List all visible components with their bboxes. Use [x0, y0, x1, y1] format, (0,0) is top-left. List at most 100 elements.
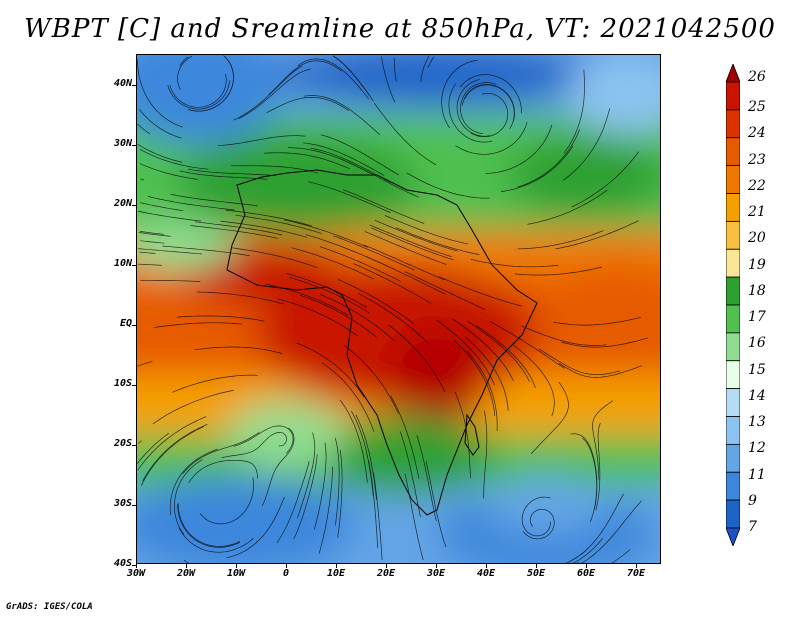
- streamline: [303, 142, 385, 176]
- streamline: [595, 422, 601, 511]
- streamline: [404, 271, 485, 310]
- lon-tick: [336, 564, 337, 568]
- streamline: [266, 96, 349, 114]
- colorbar-level-label: 22: [748, 177, 766, 194]
- streamline: [483, 410, 488, 499]
- hot-core-congo: [387, 325, 487, 425]
- streamline: [388, 324, 446, 393]
- streamline: [352, 263, 432, 304]
- streamline: [284, 219, 368, 248]
- lat-label: 10N: [113, 258, 132, 269]
- colorbar-top-arrow: [726, 64, 740, 83]
- lat-label: 20S: [113, 438, 132, 449]
- streamline: [521, 325, 607, 346]
- streamline: [232, 247, 318, 269]
- cool-mediterranean: [277, 55, 597, 105]
- streamline: [138, 232, 171, 237]
- streamline: [455, 122, 528, 155]
- lat-label: EQ: [119, 318, 132, 329]
- colorbar-segment: [726, 499, 740, 529]
- lat-label: 20N: [113, 198, 132, 209]
- streamline: [190, 225, 278, 239]
- lon-tick: [436, 564, 437, 568]
- streamline: [140, 202, 184, 212]
- lon-label: 10E: [326, 568, 346, 579]
- streamline: [373, 102, 437, 166]
- streamline: [395, 227, 480, 255]
- streamline: [291, 247, 374, 280]
- colorbar-segment: [726, 471, 740, 501]
- streamline: [470, 259, 559, 268]
- streamline: [460, 82, 497, 134]
- streamline: [188, 459, 259, 483]
- colorbar-segment: [726, 360, 740, 390]
- green-atlantic-tropics: [137, 220, 237, 270]
- streamline: [517, 129, 581, 188]
- streamline: [363, 244, 445, 281]
- streamline: [140, 426, 204, 486]
- streamline: [142, 423, 208, 482]
- grads-credit: GrADS: IGES/COLA: [6, 602, 93, 612]
- lat-label: 30N: [113, 138, 132, 149]
- streamline: [466, 320, 530, 382]
- streamline: [177, 504, 240, 548]
- lat-label: 30S: [113, 498, 132, 509]
- africa-coastline: [226, 169, 538, 516]
- streamline: [517, 230, 604, 250]
- streamline: [187, 56, 234, 112]
- streamline: [514, 266, 603, 276]
- lat-tick: [132, 325, 136, 326]
- streamline: [530, 381, 569, 455]
- streamline: [167, 80, 230, 110]
- streamline: [140, 178, 145, 181]
- streamline: [221, 432, 288, 458]
- green-arabia: [507, 135, 660, 215]
- streamline: [441, 59, 478, 129]
- streamline: [139, 163, 198, 180]
- streamline: [293, 454, 318, 540]
- streamline: [138, 440, 142, 444]
- streamline: [318, 466, 333, 554]
- colorbar-segment: [726, 388, 740, 417]
- streamline: [177, 55, 193, 91]
- streamline: [332, 55, 369, 94]
- streamline: [139, 148, 209, 170]
- streamline: [152, 390, 234, 425]
- colorbar-level-label: 13: [748, 414, 766, 431]
- streamline: [337, 279, 415, 325]
- streamline: [572, 538, 603, 563]
- streamline: [140, 240, 165, 244]
- streamline: [381, 56, 396, 103]
- colorbar-level-label: 16: [748, 335, 766, 352]
- streamline: [373, 472, 383, 561]
- lon-tick: [236, 564, 237, 568]
- colorbar-segment: [726, 304, 740, 334]
- streamline: [368, 460, 379, 549]
- colorbar-segment: [726, 276, 740, 306]
- lon-label: 0: [282, 568, 290, 579]
- streamline: [553, 317, 641, 326]
- streamline: [220, 220, 307, 238]
- colorbar-segment: [726, 443, 740, 473]
- streamline: [339, 399, 368, 483]
- streamline: [162, 245, 251, 257]
- streamline: [137, 360, 153, 367]
- streamline: [319, 246, 401, 282]
- streamline: [592, 400, 614, 480]
- streamline: [268, 60, 343, 96]
- colorbar-segment: [726, 137, 740, 167]
- lon-tick: [536, 564, 537, 568]
- streamline: [571, 151, 639, 208]
- colorbar: [726, 64, 740, 546]
- streamline: [464, 336, 509, 411]
- lon-tick: [286, 564, 287, 568]
- streamline: [177, 503, 241, 547]
- lon-label: 30W: [126, 568, 146, 579]
- streamline: [178, 527, 254, 553]
- streamline: [337, 449, 343, 538]
- streamline: [582, 437, 598, 523]
- streamline: [357, 292, 430, 345]
- colorbar-level-label: 19: [748, 256, 766, 273]
- streamline: [406, 172, 490, 199]
- streamline: [182, 432, 260, 474]
